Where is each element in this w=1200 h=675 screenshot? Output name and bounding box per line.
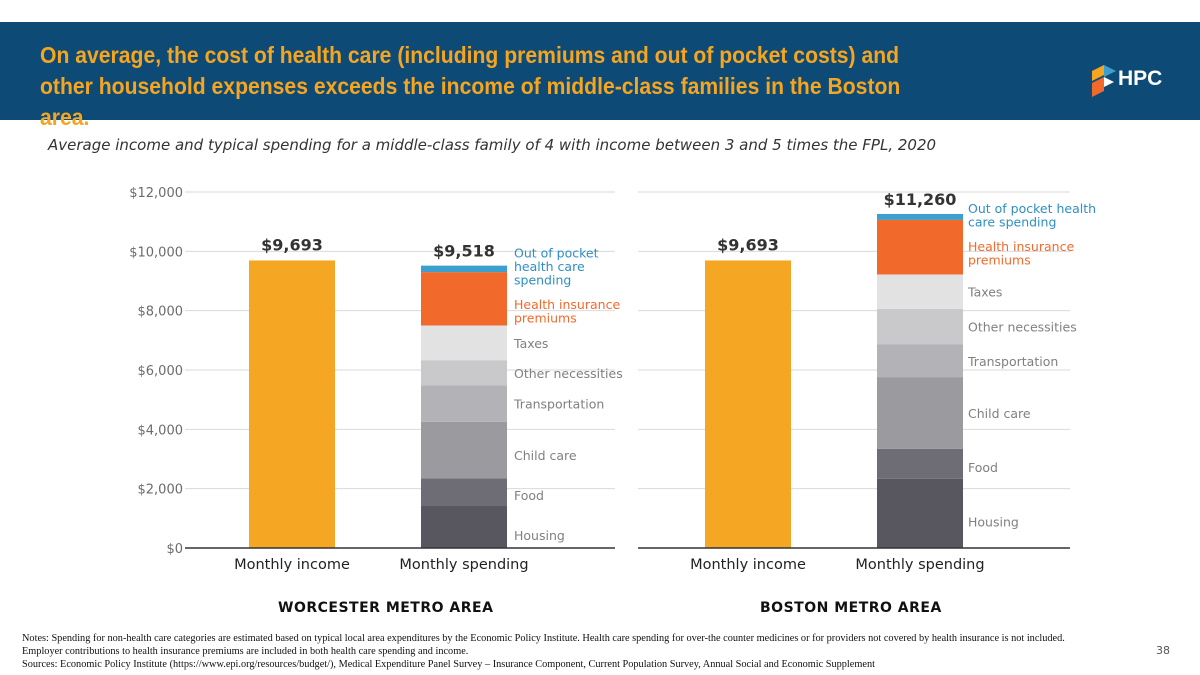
segment-label-health-insurance-premiums: Health insurance	[968, 239, 1074, 254]
page-number: 38	[1156, 644, 1170, 657]
x-category-label: Monthly income	[234, 557, 350, 573]
x-category-label: Monthly spending	[855, 557, 984, 573]
data-label-income: $9,693	[261, 235, 323, 254]
region-label-boston: BOSTON METRO AREA	[760, 600, 942, 616]
header-banner: On average, the cost of health care (inc…	[0, 22, 1200, 130]
y-tick-label: $10,000	[129, 245, 183, 260]
bar-monthly-income	[705, 260, 791, 548]
x-category-label: Monthly income	[690, 557, 806, 573]
y-tick-label: $4,000	[138, 423, 184, 438]
bar-segment-housing	[421, 505, 507, 548]
bar-segment-other-necessities	[877, 308, 963, 345]
segment-label-taxes: Taxes	[967, 285, 1002, 300]
bar-segment-transportation	[877, 344, 963, 378]
data-label-spending-total: $11,260	[884, 190, 957, 209]
y-tick-label: $6,000	[138, 364, 184, 379]
bar-segment-transportation	[421, 385, 507, 422]
bar-monthly-income	[249, 260, 335, 548]
sources-text: Sources: Economic Policy Institute (http…	[22, 659, 875, 670]
segment-label-health-insurance-premiums: premiums	[514, 311, 577, 326]
segment-label-food: Food	[514, 488, 544, 503]
segment-label-other-necessities: Other necessities	[968, 320, 1077, 335]
bar-segment-out-of-pocket-health-care-spending	[877, 213, 963, 220]
chart-subtitle: Average income and typical spending for …	[48, 136, 937, 154]
x-category-label: Monthly spending	[399, 557, 528, 573]
segment-label-transportation: Transportation	[513, 397, 604, 412]
y-tick-label: $2,000	[138, 483, 184, 498]
bar-segment-health-insurance-premiums	[421, 272, 507, 326]
bar-segment-child-care	[421, 421, 507, 479]
bar-segment-taxes	[421, 325, 507, 361]
bar-segment-food	[421, 478, 507, 506]
y-tick-label: $8,000	[138, 305, 184, 320]
notes-text: Notes: Spending for non-health care cate…	[22, 633, 1065, 657]
y-tick-label: $12,000	[129, 186, 183, 201]
segment-label-transportation: Transportation	[967, 354, 1058, 369]
segment-label-health-insurance-premiums: premiums	[968, 252, 1031, 267]
y-tick-label: $0	[166, 542, 183, 557]
hpc-logo-text: HPC	[1118, 67, 1163, 90]
segment-label-taxes: Taxes	[513, 336, 548, 351]
bar-segment-health-insurance-premiums	[877, 219, 963, 275]
segment-label-food: Food	[968, 460, 998, 475]
segment-label-housing: Housing	[514, 528, 565, 543]
data-label-spending-total: $9,518	[433, 242, 495, 261]
segment-label-out-of-pocket-health-care-spending: health care	[514, 259, 585, 274]
segment-label-other-necessities: Other necessities	[514, 366, 623, 381]
hpc-logo: HPC	[1086, 53, 1186, 113]
bar-segment-other-necessities	[421, 360, 507, 386]
segment-label-out-of-pocket-health-care-spending: Out of pocket health	[968, 201, 1096, 216]
bar-segment-out-of-pocket-health-care-spending	[421, 265, 507, 273]
segment-label-out-of-pocket-health-care-spending: Out of pocket	[514, 246, 599, 261]
segment-label-health-insurance-premiums: Health insurance	[514, 297, 620, 312]
segment-label-child-care: Child care	[514, 448, 577, 463]
segment-label-housing: Housing	[968, 514, 1019, 529]
notes: Notes: Spending for non-health care cate…	[22, 632, 1102, 671]
segment-label-child-care: Child care	[968, 406, 1031, 421]
slide-title: On average, the cost of health care (inc…	[40, 42, 901, 130]
segment-label-out-of-pocket-health-care-spending: care spending	[968, 214, 1056, 229]
data-label-income: $9,693	[717, 235, 779, 254]
hpc-logo-icon	[1092, 65, 1116, 97]
bar-segment-food	[877, 448, 963, 479]
bar-segment-child-care	[877, 377, 963, 449]
segment-label-out-of-pocket-health-care-spending: spending	[514, 273, 571, 288]
bar-segment-taxes	[877, 274, 963, 309]
region-label-worcester: WORCESTER METRO AREA	[278, 600, 494, 616]
bar-segment-housing	[877, 478, 963, 548]
